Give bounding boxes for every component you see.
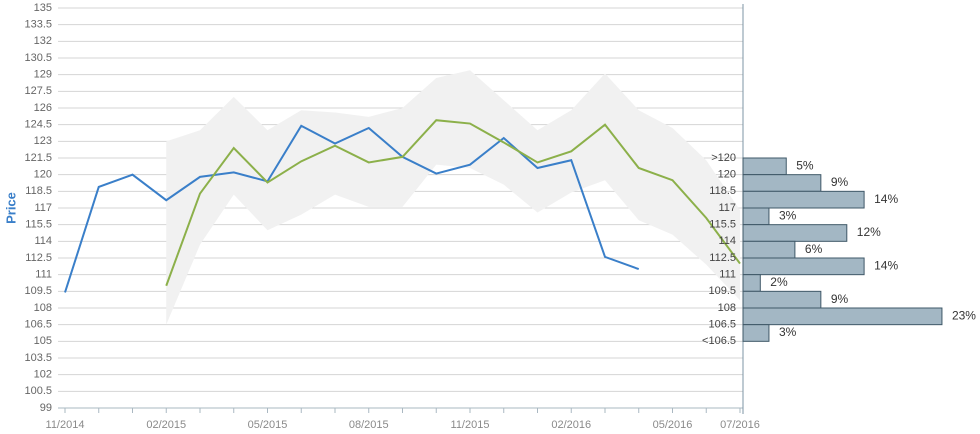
x-tick-label: 07/2016: [720, 419, 760, 431]
y-tick-label: 99: [40, 402, 52, 414]
value-label: 14%: [874, 259, 898, 273]
y-tick-label: 108: [34, 302, 52, 314]
y-tick-label: 115.5: [25, 219, 52, 231]
x-tick-label: 02/2015: [146, 419, 186, 431]
y-tick-label: 133.5: [24, 19, 52, 31]
y-tick-label: 102: [34, 369, 52, 381]
bin-label: 117: [718, 202, 736, 214]
range-band: [166, 70, 740, 325]
bin-label: 111: [719, 269, 736, 281]
y-tick-label: 112.5: [25, 252, 52, 264]
y-tick-label: 100.5: [24, 385, 52, 397]
y-tick-label: 132: [34, 35, 52, 47]
x-tick-label: 08/2015: [349, 419, 389, 431]
histogram-bar: [742, 224, 848, 242]
y-tick-label: 126: [34, 102, 52, 114]
y-tick-label: 123: [34, 135, 52, 147]
histogram-bar: [742, 257, 865, 276]
bin-label: >120: [711, 152, 736, 164]
bin-label: <106.5: [702, 335, 736, 347]
y-tick-label: 120: [34, 169, 52, 181]
value-label: 9%: [831, 292, 849, 306]
y-tick-label: 117: [34, 202, 52, 214]
value-label: 12%: [857, 225, 881, 239]
bin-label: 112.5: [709, 252, 736, 264]
bin-label: 115.5: [709, 219, 736, 231]
y-tick-label: 127.5: [24, 85, 52, 97]
value-label: 9%: [831, 175, 849, 189]
y-tick-label: 130.5: [24, 52, 52, 64]
line-series: [165, 119, 741, 287]
histogram-bar: [742, 290, 822, 309]
bin-label: 109.5: [708, 285, 736, 297]
histogram-bar: [742, 190, 865, 209]
histogram-bar: [742, 174, 822, 192]
y-tick-label: 105: [34, 335, 52, 347]
histogram-bar: [742, 324, 770, 342]
y-tick-label: 121.5: [24, 152, 52, 164]
value-label: 3%: [779, 325, 797, 339]
bin-label: 114: [718, 235, 736, 247]
value-label: 6%: [805, 242, 823, 256]
y-axis-label: Price: [3, 192, 18, 224]
x-tick-label: 02/2016: [551, 419, 591, 431]
histogram-bar: [742, 274, 761, 292]
histogram-bar: [742, 207, 770, 226]
value-label: 14%: [874, 192, 898, 206]
y-tick-label: 106.5: [24, 319, 52, 331]
x-tick-label: 05/2016: [653, 419, 693, 431]
y-tick-label: 118.5: [25, 185, 52, 197]
value-label: 23%: [952, 309, 976, 323]
y-tick-label: 109.5: [24, 285, 52, 297]
value-label: 5%: [796, 159, 814, 173]
line-series: [64, 124, 640, 293]
y-tick-label: 124.5: [24, 119, 52, 131]
bin-label: 118.5: [709, 185, 736, 197]
y-tick-label: 103.5: [24, 352, 52, 364]
y-tick-label: 114: [34, 235, 52, 247]
x-tick-label: 11/2014: [46, 419, 85, 431]
x-tick-label: 11/2015: [451, 419, 490, 431]
histogram-bar: [742, 240, 796, 259]
y-tick-label: 129: [34, 69, 52, 81]
value-label: 3%: [779, 209, 797, 223]
histogram-bar: [742, 157, 787, 176]
histogram-bar: [742, 307, 943, 326]
x-tick-label: 05/2015: [248, 419, 288, 431]
bin-label: 108: [718, 302, 736, 314]
y-tick-label: 135: [34, 2, 52, 14]
value-label: 2%: [770, 275, 788, 289]
y-tick-label: 111: [35, 269, 52, 281]
bin-label: 120: [718, 169, 736, 181]
bin-label: 106.5: [708, 319, 736, 331]
